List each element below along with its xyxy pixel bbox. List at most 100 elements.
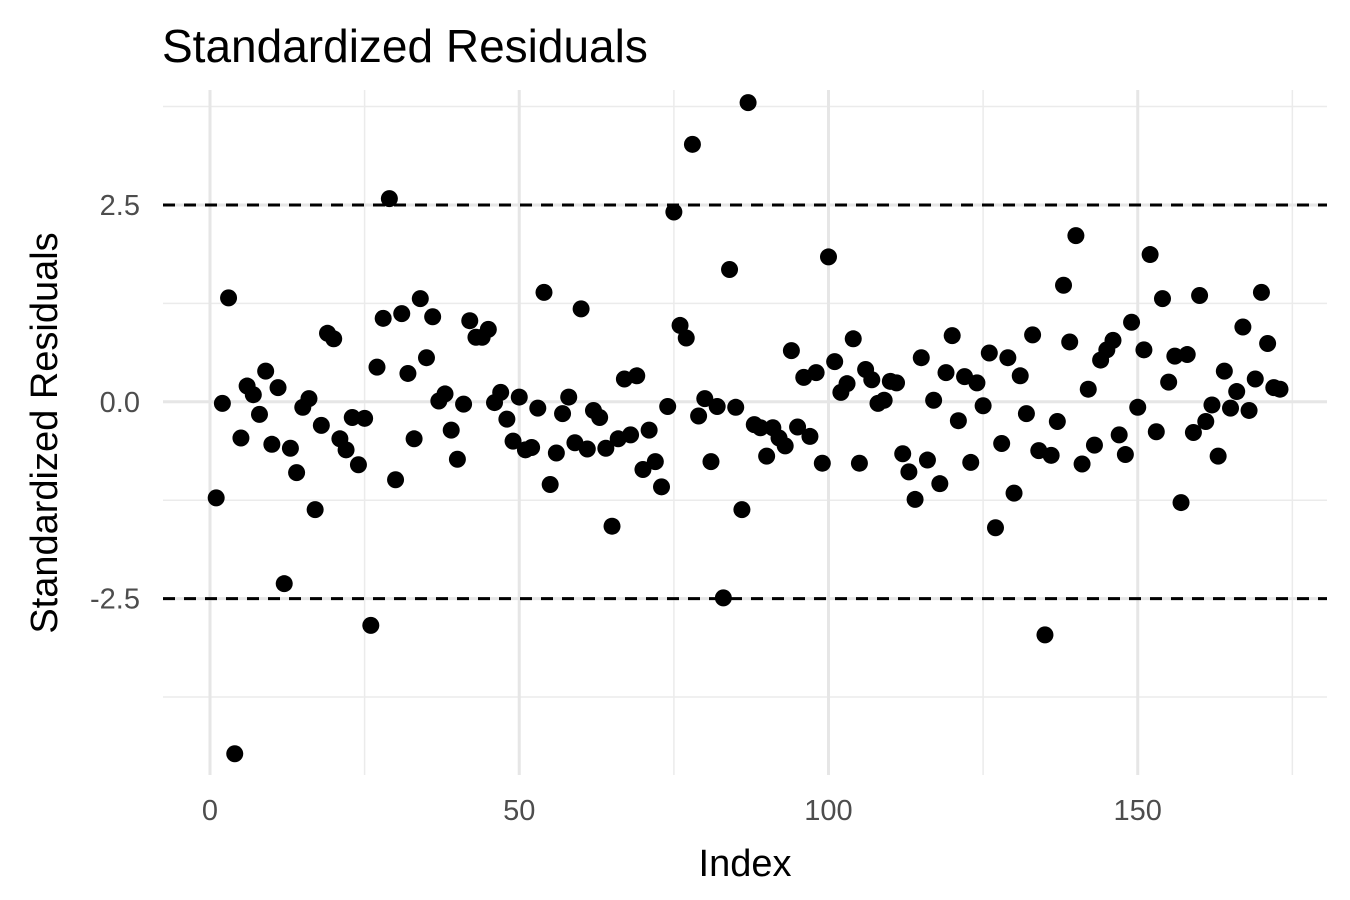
data-point: [653, 478, 671, 496]
data-point: [826, 353, 844, 371]
data-point: [498, 410, 516, 428]
data-point: [1123, 313, 1141, 331]
chart-title: Standardized Residuals: [162, 20, 648, 72]
y-tick-label: 0.0: [100, 387, 140, 419]
data-point: [1184, 424, 1202, 441]
data-point: [1147, 423, 1165, 441]
y-axis-title: Standardized Residuals: [24, 232, 66, 633]
data-point: [547, 444, 565, 462]
data-point: [1153, 290, 1171, 308]
data-point: [281, 439, 299, 457]
data-point: [387, 471, 405, 489]
data-point: [925, 391, 943, 409]
data-point: [492, 383, 510, 401]
data-point: [448, 450, 466, 468]
data-point: [442, 421, 460, 439]
data-point: [751, 419, 769, 437]
data-point: [479, 320, 497, 338]
data-point: [1141, 246, 1159, 264]
data-point: [1067, 227, 1085, 245]
data-point: [1222, 399, 1240, 417]
data-point: [739, 94, 757, 112]
data-point: [1234, 318, 1252, 336]
data-point: [1240, 401, 1258, 419]
data-point: [207, 489, 225, 507]
y-tick-label: 2.5: [100, 190, 140, 222]
data-point: [257, 362, 275, 380]
data-point: [1079, 380, 1097, 398]
data-point: [399, 364, 417, 382]
data-point: [1085, 436, 1103, 454]
data-point: [325, 330, 343, 348]
data-point: [597, 439, 615, 457]
data-point: [646, 453, 664, 471]
data-point: [671, 316, 689, 334]
data-point: [863, 371, 881, 389]
data-point: [1259, 335, 1277, 353]
data-point: [677, 329, 695, 347]
data-point: [622, 426, 640, 444]
data-point: [659, 398, 677, 416]
y-tick-label: -2.5: [90, 584, 140, 616]
x-tick-label: 100: [804, 795, 852, 827]
data-point: [850, 454, 868, 472]
data-point: [436, 385, 454, 403]
data-point: [702, 453, 720, 471]
data-point: [1160, 373, 1178, 391]
y-tick-labels: -2.5 0.0 2.5: [90, 190, 140, 616]
data-point: [337, 441, 355, 459]
data-point: [510, 388, 528, 406]
data-point: [758, 447, 776, 465]
data-point: [721, 261, 739, 279]
data-point: [696, 390, 714, 408]
data-point: [1166, 347, 1184, 365]
data-point: [380, 190, 398, 208]
data-point: [343, 409, 361, 427]
data-point: [943, 327, 961, 345]
data-point: [1178, 346, 1196, 364]
data-point: [801, 427, 819, 445]
data-point: [900, 463, 918, 481]
x-tick-label: 0: [202, 795, 218, 827]
data-point: [968, 374, 986, 392]
data-point: [640, 421, 658, 439]
data-point: [226, 745, 244, 763]
data-point: [819, 248, 837, 266]
data-point: [789, 418, 807, 436]
data-point: [875, 391, 893, 409]
data-point: [560, 388, 578, 406]
data-point: [529, 399, 547, 417]
data-point: [993, 435, 1011, 453]
data-point: [980, 344, 998, 362]
data-point: [665, 203, 683, 221]
data-point: [634, 461, 652, 479]
data-point: [1129, 398, 1147, 416]
data-point: [986, 519, 1004, 537]
x-axis-title: Index: [699, 843, 792, 885]
data-point: [578, 440, 596, 458]
data-point: [974, 397, 992, 415]
data-point: [213, 394, 231, 412]
data-point: [250, 405, 268, 423]
data-point: [455, 395, 473, 413]
data-point: [813, 454, 831, 472]
data-point: [999, 349, 1017, 367]
data-point: [1055, 276, 1073, 294]
data-point: [356, 409, 374, 427]
data-point: [541, 475, 559, 493]
data-point: [1104, 331, 1122, 349]
data-point: [374, 309, 392, 327]
data-point: [1215, 362, 1233, 380]
data-point: [1203, 396, 1221, 414]
x-tick-label: 150: [1114, 795, 1162, 827]
data-point: [1197, 412, 1215, 430]
data-point: [918, 451, 936, 469]
data-point: [461, 312, 479, 330]
data-point: [244, 386, 262, 404]
data-point: [628, 367, 646, 385]
data-point: [962, 453, 980, 471]
data-point: [1073, 455, 1091, 473]
